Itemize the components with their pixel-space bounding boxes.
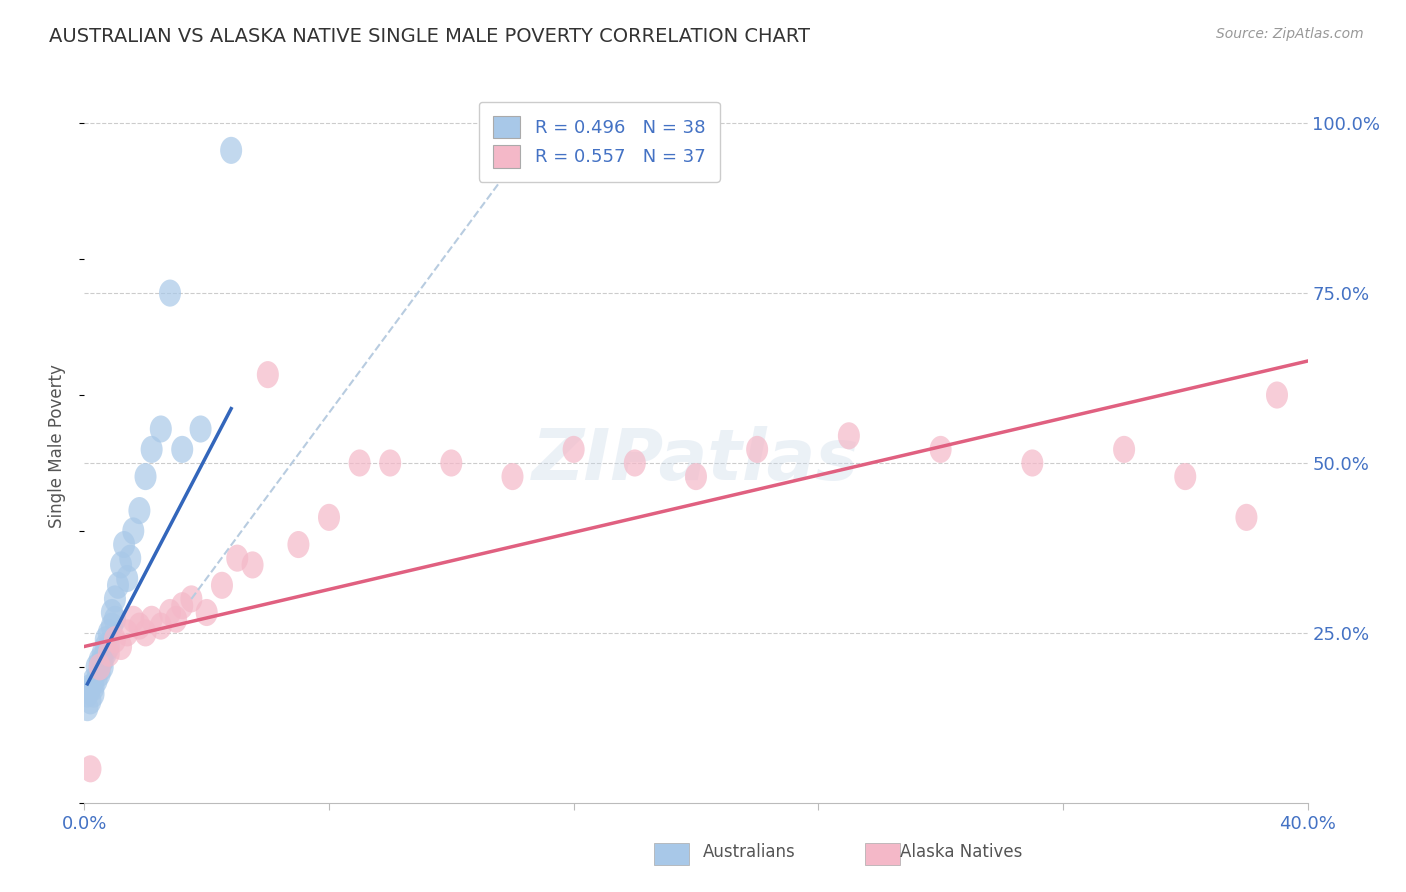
Ellipse shape xyxy=(104,626,127,653)
Text: AUSTRALIAN VS ALASKA NATIVE SINGLE MALE POVERTY CORRELATION CHART: AUSTRALIAN VS ALASKA NATIVE SINGLE MALE … xyxy=(49,27,810,45)
Ellipse shape xyxy=(91,640,114,667)
Ellipse shape xyxy=(89,653,111,681)
Ellipse shape xyxy=(172,592,193,619)
Ellipse shape xyxy=(98,640,120,667)
Ellipse shape xyxy=(150,416,172,442)
Ellipse shape xyxy=(101,599,122,626)
Ellipse shape xyxy=(929,436,952,463)
Ellipse shape xyxy=(122,517,145,544)
Ellipse shape xyxy=(98,633,120,660)
Ellipse shape xyxy=(1114,436,1135,463)
Ellipse shape xyxy=(141,436,163,463)
Ellipse shape xyxy=(135,619,156,647)
Ellipse shape xyxy=(89,653,111,681)
Ellipse shape xyxy=(122,606,145,632)
Ellipse shape xyxy=(180,585,202,613)
Ellipse shape xyxy=(747,436,768,463)
Ellipse shape xyxy=(101,613,122,640)
Ellipse shape xyxy=(80,688,101,714)
Ellipse shape xyxy=(80,673,101,701)
Ellipse shape xyxy=(172,436,193,463)
Ellipse shape xyxy=(112,531,135,558)
Ellipse shape xyxy=(257,361,278,388)
Ellipse shape xyxy=(165,606,187,632)
Ellipse shape xyxy=(98,619,120,647)
Ellipse shape xyxy=(117,565,138,592)
Ellipse shape xyxy=(83,673,104,701)
Ellipse shape xyxy=(1265,382,1288,409)
Ellipse shape xyxy=(221,136,242,164)
Ellipse shape xyxy=(104,585,127,613)
Ellipse shape xyxy=(838,422,860,450)
Ellipse shape xyxy=(86,667,108,694)
Ellipse shape xyxy=(76,681,98,707)
Ellipse shape xyxy=(502,463,523,490)
Text: ZIPatlas: ZIPatlas xyxy=(533,425,859,495)
Ellipse shape xyxy=(94,640,117,667)
Ellipse shape xyxy=(1174,463,1197,490)
Text: Australians: Australians xyxy=(703,843,796,861)
Ellipse shape xyxy=(440,450,463,476)
Ellipse shape xyxy=(141,606,163,632)
Ellipse shape xyxy=(562,436,585,463)
Ellipse shape xyxy=(83,681,104,707)
Ellipse shape xyxy=(190,416,211,442)
Ellipse shape xyxy=(226,545,249,572)
Ellipse shape xyxy=(107,572,129,599)
Ellipse shape xyxy=(89,647,111,673)
Ellipse shape xyxy=(1236,504,1257,531)
Ellipse shape xyxy=(211,572,233,599)
Ellipse shape xyxy=(128,613,150,640)
Ellipse shape xyxy=(91,647,114,673)
Ellipse shape xyxy=(91,653,114,681)
Text: Source: ZipAtlas.com: Source: ZipAtlas.com xyxy=(1216,27,1364,41)
Ellipse shape xyxy=(380,450,401,476)
Ellipse shape xyxy=(195,599,218,626)
Ellipse shape xyxy=(349,450,371,476)
Ellipse shape xyxy=(624,450,645,476)
Ellipse shape xyxy=(150,613,172,640)
Legend: R = 0.496   N = 38, R = 0.557   N = 37: R = 0.496 N = 38, R = 0.557 N = 37 xyxy=(478,102,720,182)
Ellipse shape xyxy=(120,545,141,572)
Ellipse shape xyxy=(318,504,340,531)
Ellipse shape xyxy=(685,463,707,490)
Ellipse shape xyxy=(83,667,104,694)
Text: Alaska Natives: Alaska Natives xyxy=(900,843,1022,861)
Ellipse shape xyxy=(86,653,108,681)
Ellipse shape xyxy=(110,633,132,660)
Ellipse shape xyxy=(128,497,150,524)
Ellipse shape xyxy=(287,531,309,558)
Ellipse shape xyxy=(159,279,181,307)
Ellipse shape xyxy=(159,599,181,626)
Ellipse shape xyxy=(104,606,127,632)
Ellipse shape xyxy=(76,694,98,722)
Ellipse shape xyxy=(242,551,263,579)
Ellipse shape xyxy=(1021,450,1043,476)
Ellipse shape xyxy=(94,626,117,653)
Ellipse shape xyxy=(117,619,138,647)
Ellipse shape xyxy=(94,633,117,660)
Ellipse shape xyxy=(89,660,111,687)
Ellipse shape xyxy=(110,551,132,579)
Y-axis label: Single Male Poverty: Single Male Poverty xyxy=(48,364,66,528)
Ellipse shape xyxy=(135,463,156,490)
Ellipse shape xyxy=(80,756,101,782)
